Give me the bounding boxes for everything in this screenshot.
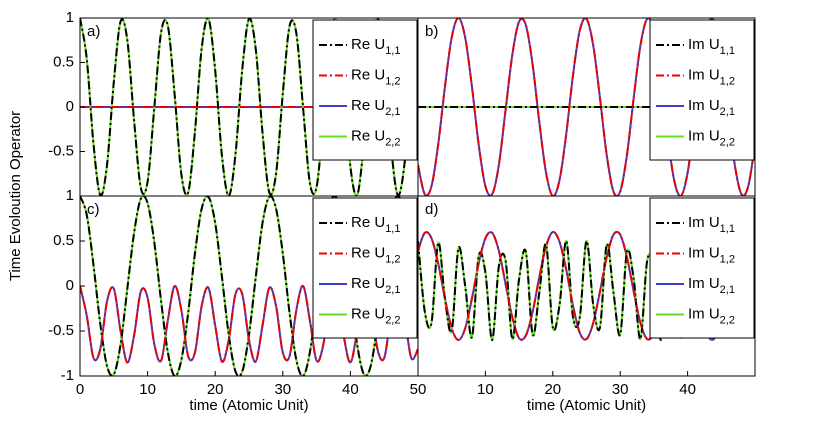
panel-label: a) [87,23,100,40]
legend-name: Re U [351,244,385,261]
legend-label: Im U1,1 [688,214,735,235]
series-line [418,239,755,342]
y-tick-label: 0.5 [53,53,74,70]
legend-name: Im U [688,127,720,144]
legend-subscript: 2,1 [385,106,400,118]
x-tick-label: 10 [477,381,494,398]
panel-label: b) [425,23,438,40]
legend-label: Im U2,2 [688,305,735,326]
y-tick-label: 1 [66,9,74,26]
legend-label: Im U1,2 [688,244,735,265]
legend-label: Re U1,2 [351,244,400,265]
legend-subscript: 1,1 [385,223,400,235]
legend-subscript: 2,1 [720,106,735,118]
legend-name: Re U [351,66,385,83]
legend: Re U1,1Re U1,2Re U2,1Re U2,2 [312,197,418,339]
y-tick-label: 1 [66,187,74,204]
y-tick-label: -0.5 [48,142,74,159]
legend-label: Re U1,2 [351,66,400,87]
legend-label: Im U2,1 [688,97,735,118]
legend-subscript: 2,2 [720,136,735,148]
x-axis-label: time (Atomic Unit) [189,397,308,414]
legend-subscript: 1,2 [385,253,400,265]
x-tick-label: 40 [342,381,359,398]
y-tick-label: 0 [66,277,74,294]
panel-label: d) [425,201,438,218]
legend-name: Re U [351,127,385,144]
legend-name: Re U [351,36,385,53]
x-tick-label: 0 [76,381,84,398]
legend-subscript: 2,2 [385,314,400,326]
legend-label: Re U2,2 [351,305,400,326]
legend-name: Re U [351,214,385,231]
legend-name: Im U [688,305,720,322]
legend-subscript: 1,1 [720,45,735,57]
legend-subscript: 1,2 [385,75,400,87]
legend-name: Im U [688,214,720,231]
legend-subscript: 1,2 [720,253,735,265]
y-tick-label: -1 [61,367,74,384]
legend-name: Im U [688,66,720,83]
x-tick-label: 40 [679,381,696,398]
legend-label: Im U1,1 [688,36,735,57]
legend-label: Re U1,1 [351,36,400,57]
legend: Re U1,1Re U1,2Re U2,1Re U2,2 [312,19,418,161]
legend-label: Re U2,1 [351,275,400,296]
legend-name: Re U [351,305,385,322]
legend-name: Im U [688,36,720,53]
x-tick-label: 50 [410,381,427,398]
y-tick-label: -0.5 [48,322,74,339]
legend-label: Re U2,2 [351,127,400,148]
x-axis-label: time (Atomic Unit) [527,397,646,414]
x-tick-label: 30 [612,381,629,398]
legend-subscript: 1,2 [720,75,735,87]
y-tick-label: 0.5 [53,232,74,249]
legend-name: Re U [351,97,385,114]
y-tick-label: 0 [66,98,74,115]
legend-name: Re U [351,275,385,292]
legend-subscript: 1,1 [720,223,735,235]
legend-subscript: 2,2 [385,136,400,148]
legend-name: Im U [688,275,720,292]
legend-label: Im U1,2 [688,66,735,87]
legend-label: Re U1,1 [351,214,400,235]
y-axis-label: Time Evoloution Operator [7,111,24,281]
x-tick-label: 20 [544,381,561,398]
legend-name: Im U [688,244,720,261]
legend-label: Im U2,2 [688,127,735,148]
axes-frame [417,195,756,377]
legend-label: Im U2,1 [688,275,735,296]
series-line [80,196,418,376]
legend-subscript: 2,1 [720,284,735,296]
x-tick-label: 10 [139,381,156,398]
x-tick-label: 30 [274,381,291,398]
x-tick-label: 20 [207,381,224,398]
legend-name: Im U [688,97,720,114]
legend-label: Re U2,1 [351,97,400,118]
legend: Im U1,1Im U1,2Im U2,1Im U2,2 [649,19,755,161]
legend-box [312,197,418,339]
panel-label: c) [87,201,100,218]
legend-subscript: 2,2 [720,314,735,326]
legend: Im U1,1Im U1,2Im U2,1Im U2,2 [649,197,755,339]
legend-subscript: 2,1 [385,284,400,296]
legend-subscript: 1,1 [385,45,400,57]
